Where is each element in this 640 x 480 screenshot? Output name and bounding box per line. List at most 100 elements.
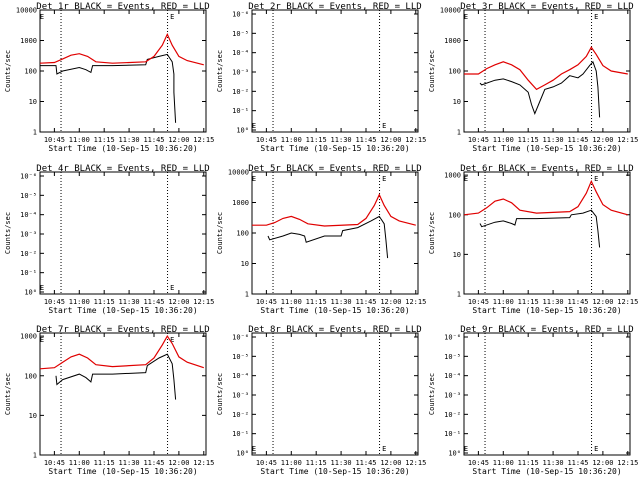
- y-tick-label: 10⁻²: [232, 411, 249, 419]
- x-tick-label: 11:15: [518, 298, 539, 306]
- x-tick-label: 12:15: [193, 136, 214, 144]
- x-tick-label: 10:45: [44, 298, 65, 306]
- y-tick-label: 1000: [444, 37, 461, 45]
- x-axis-label: Start Time (10-Sep-15 10:36:20): [48, 144, 197, 153]
- y-tick-label: 10⁻⁶: [444, 334, 461, 342]
- y-tick-label: 10: [453, 251, 461, 259]
- panel-title: Det 9r BLACK = Events, RED = LLD: [460, 325, 633, 335]
- detector-panel: Det 7r BLACK = Events, RED = LLD 10:45 11:…: [4, 325, 214, 476]
- x-tick-label: 12:00: [380, 298, 401, 306]
- panel-title: Det 8r BLACK = Events, RED = LLD: [248, 325, 421, 335]
- x-tick-label: 11:45: [355, 459, 376, 467]
- event-marker: E: [594, 445, 598, 453]
- event-marker: E: [382, 175, 386, 183]
- event-marker: E: [252, 175, 256, 183]
- y-tick-label: 1000: [232, 199, 249, 207]
- plot-frame: [463, 9, 631, 133]
- x-tick-label: 12:00: [380, 459, 401, 467]
- lld-series-line: [39, 32, 204, 66]
- detector-panel: Det 1r BLACK = Events, RED = LLD 10:45 11:…: [4, 2, 214, 153]
- x-tick-label: 12:15: [617, 298, 638, 306]
- x-tick-label: 11:15: [518, 459, 539, 467]
- x-tick-label: 11:15: [94, 136, 115, 144]
- y-tick-label: 10⁻¹: [232, 107, 249, 115]
- event-marker: E: [40, 336, 44, 344]
- events-series-line: [479, 209, 601, 248]
- y-tick-label: 10⁰: [448, 450, 461, 458]
- y-tick-label: 10⁻¹: [232, 430, 249, 438]
- y-tick-label: 10000: [16, 7, 37, 15]
- x-axis-label: Start Time (10-Sep-15 10:36:20): [48, 306, 197, 315]
- x-tick-label: 11:15: [306, 298, 327, 306]
- event-marker: E: [40, 284, 44, 292]
- y-tick-label: 10⁻⁴: [20, 211, 37, 219]
- y-tick-label: 10⁻⁴: [232, 49, 249, 57]
- detector-panel: Det 5r BLACK = Events, RED = LLD 10:45 11:…: [216, 164, 426, 315]
- x-tick-label: 11:00: [281, 459, 302, 467]
- x-tick-label: 11:45: [143, 459, 164, 467]
- y-tick-label: 10⁻⁴: [232, 372, 249, 380]
- event-marker: E: [252, 122, 256, 130]
- x-tick-label: 12:15: [617, 136, 638, 144]
- y-tick-label: 10: [29, 412, 37, 420]
- y-axis-label: Counts/sec: [4, 373, 12, 415]
- y-tick-label: 1000: [20, 37, 37, 45]
- x-tick-label: 11:00: [69, 298, 90, 306]
- y-axis-label: Counts/sec: [216, 212, 224, 254]
- detector-panel: Det 3r BLACK = Events, RED = LLD 10:45 11:…: [428, 2, 638, 153]
- x-tick-label: 12:00: [592, 298, 613, 306]
- y-axis-label: Counts/sec: [428, 212, 436, 254]
- x-tick-label: 11:30: [331, 136, 352, 144]
- y-tick-label: 10⁻²: [20, 250, 37, 258]
- y-tick-label: 10⁻⁶: [232, 334, 249, 342]
- lld-series-line: [39, 334, 204, 370]
- y-tick-label: 10⁻⁵: [20, 192, 37, 200]
- y-tick-label: 10⁰: [236, 127, 249, 135]
- y-tick-label: 1: [457, 129, 461, 137]
- y-tick-label: 10⁻³: [444, 392, 461, 400]
- x-tick-label: 12:00: [168, 459, 189, 467]
- y-tick-label: 100: [236, 230, 249, 238]
- x-tick-label: 10:45: [256, 459, 277, 467]
- y-tick-label: 10⁻¹: [20, 269, 37, 277]
- x-tick-label: 12:00: [380, 136, 401, 144]
- event-marker: E: [382, 445, 386, 453]
- x-tick-label: 11:15: [306, 136, 327, 144]
- x-tick-label: 11:45: [143, 136, 164, 144]
- detector-panel: Det 9r BLACK = Events, RED = LLD 10:45 11:…: [428, 325, 638, 476]
- x-tick-label: 11:15: [518, 136, 539, 144]
- plot-frame: [39, 171, 207, 295]
- panel-title: Det 7r BLACK = Events, RED = LLD: [36, 325, 209, 335]
- event-marker: E: [382, 122, 386, 130]
- x-tick-label: 12:15: [405, 459, 426, 467]
- y-tick-label: 10⁻⁶: [20, 173, 37, 181]
- event-marker: E: [464, 445, 468, 453]
- y-tick-label: 100: [24, 68, 37, 76]
- x-tick-label: 10:45: [44, 459, 65, 467]
- x-tick-label: 12:15: [405, 136, 426, 144]
- x-tick-label: 12:15: [617, 459, 638, 467]
- x-tick-label: 12:00: [592, 459, 613, 467]
- event-marker: E: [594, 13, 598, 21]
- y-axis-label: Counts/sec: [216, 373, 224, 415]
- y-tick-label: 10⁻³: [20, 231, 37, 239]
- x-tick-label: 11:30: [119, 136, 140, 144]
- x-tick-label: 11:45: [143, 298, 164, 306]
- x-axis-label: Start Time (10-Sep-15 10:36:20): [260, 144, 409, 153]
- y-axis-label: Counts/sec: [428, 50, 436, 92]
- x-tick-label: 11:30: [543, 459, 564, 467]
- panel-title: Det 6r BLACK = Events, RED = LLD: [460, 164, 633, 174]
- y-tick-label: 10000: [228, 169, 249, 177]
- x-tick-label: 12:00: [168, 136, 189, 144]
- x-tick-label: 10:45: [468, 136, 489, 144]
- y-tick-label: 10⁻¹: [444, 430, 461, 438]
- x-tick-label: 11:00: [493, 459, 514, 467]
- event-marker: E: [170, 284, 174, 292]
- x-axis-label: Start Time (10-Sep-15 10:36:20): [472, 467, 621, 476]
- x-tick-label: 11:30: [543, 298, 564, 306]
- x-tick-label: 11:45: [355, 298, 376, 306]
- y-tick-label: 100: [24, 372, 37, 380]
- plot-frame: [463, 171, 631, 295]
- x-tick-label: 10:45: [256, 298, 277, 306]
- y-tick-label: 10⁻⁴: [444, 372, 461, 380]
